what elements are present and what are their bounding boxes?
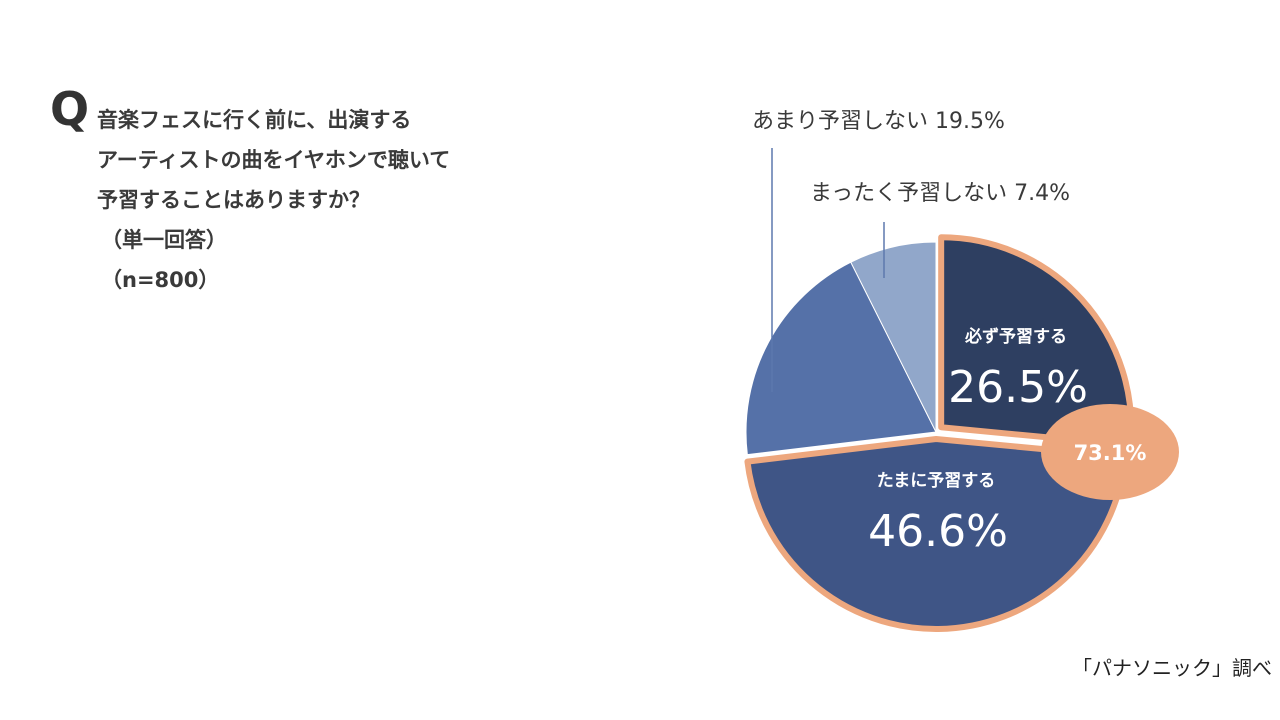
slice-label-sometimes: たまに予習する [877,471,996,491]
combined-percentage-text: 73.1% [1074,441,1147,465]
pie-slice-never [850,241,937,433]
slice-outline-sometimes [744,435,1129,632]
question-mark: Q [50,82,90,136]
sample-size: （n=800） [101,268,220,292]
question-text: 音楽フェスに行く前に、出演する アーティストの曲をイヤホンで聴いて 予習すること… [97,100,450,300]
slice-value-sometimes: 46.6% [868,506,1008,557]
question-line-2: アーティストの曲をイヤホンで聴いて [97,148,451,172]
question-line-3: 予習することはありますか？ [97,188,370,212]
question-line-1: 音楽フェスに行く前に、出演する [97,108,412,132]
slice-value-always: 26.5% [948,362,1088,413]
pie-slice-rarely [745,261,937,456]
source-credit: 「パナソニック」調べ [1072,656,1272,680]
combined-percentage-badge [1041,404,1179,500]
slice-label-always: 必ず予習する [964,326,1067,347]
label-rarely: あまり予習しない 19.5% [752,109,1005,134]
label-never: まったく予習しない 7.4% [810,181,1070,206]
answer-method: （単一回答） [101,228,227,252]
